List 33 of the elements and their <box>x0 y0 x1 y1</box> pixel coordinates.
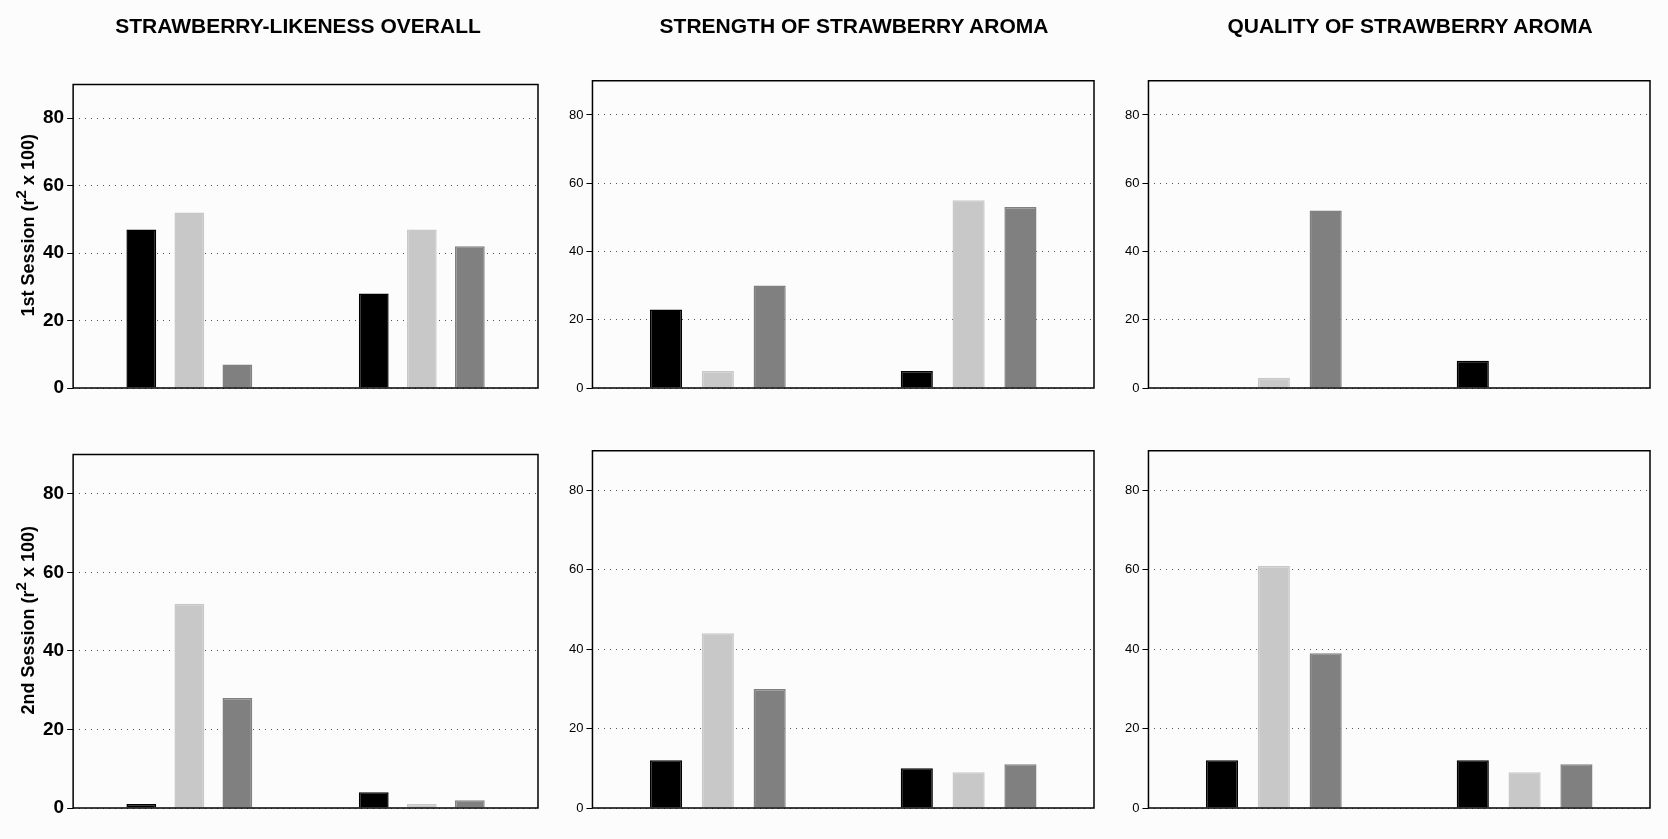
y-tick-label: 60 <box>42 173 65 195</box>
y-tick-label: 0 <box>576 379 584 395</box>
chart-title: STRAWBERRY-LIKENESS OVERALL <box>114 14 482 38</box>
y-tick-label: 0 <box>1132 379 1140 395</box>
y-tick-label: 80 <box>42 481 65 503</box>
y-tick-label: 20 <box>1124 311 1140 327</box>
y-tick-label: 40 <box>1124 243 1140 259</box>
chart-title: STRENGTH OF STRAWBERRY AROMA <box>658 14 1050 38</box>
chart-title: QUALITY OF STRAWBERRY AROMA <box>1226 14 1594 38</box>
y-tick-label: 60 <box>1124 561 1140 577</box>
y-tick-label: 60 <box>568 174 584 190</box>
y-tick-label: 60 <box>42 560 65 582</box>
y-tick-label: 80 <box>568 482 584 498</box>
y-tick-label: 60 <box>568 561 584 577</box>
y-tick-label: 20 <box>42 308 65 330</box>
y-tick-label: 40 <box>568 243 584 259</box>
y-tick-label: 40 <box>42 639 65 661</box>
y-tick-label: 80 <box>1124 106 1140 122</box>
y-tick-label: 40 <box>42 241 65 263</box>
y-tick-label: 80 <box>1124 482 1140 498</box>
y-tick-label: 40 <box>568 640 584 656</box>
y-tick-label: 20 <box>1124 720 1140 736</box>
y-tick-label: 40 <box>1124 640 1140 656</box>
y-tick-label: 0 <box>53 796 65 818</box>
y-tick-label: 20 <box>568 720 584 736</box>
y-tick-label: 20 <box>568 311 584 327</box>
y-tick-label: 0 <box>1132 799 1140 815</box>
y-tick-label: 80 <box>568 106 584 122</box>
y-tick-label: 80 <box>42 106 65 128</box>
y-tick-label: 20 <box>42 717 65 739</box>
y-tick-label: 0 <box>576 799 584 815</box>
y-tick-label: 0 <box>53 376 65 398</box>
y-tick-label: 60 <box>1124 174 1140 190</box>
